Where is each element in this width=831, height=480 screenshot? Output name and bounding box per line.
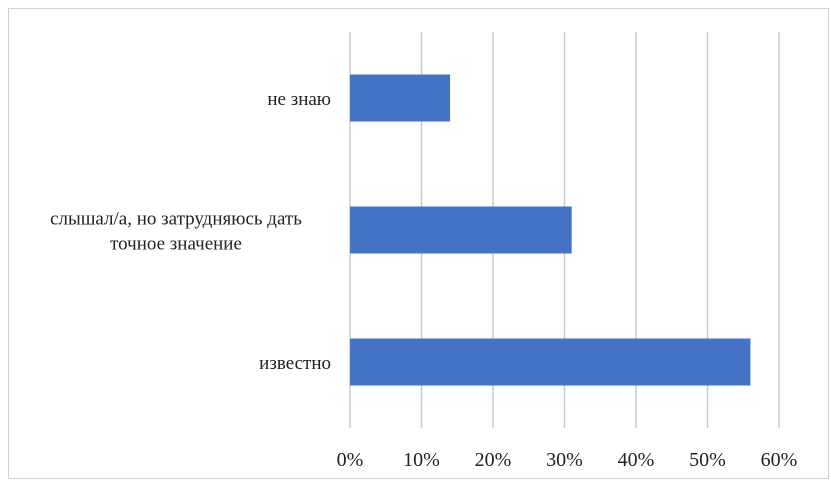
- bar: [350, 74, 451, 122]
- x-tick-label: 50%: [689, 449, 726, 471]
- category-label: не знаю: [267, 89, 331, 110]
- category-label: слышал/а, но затрудняюсь дать точное знач…: [50, 209, 302, 255]
- category-label-line: известно: [259, 353, 331, 374]
- x-tick-labels: 0% 10% 20% 30% 40% 50% 60%: [337, 449, 798, 471]
- x-tick-label: 40%: [618, 449, 655, 471]
- bar: [350, 206, 572, 254]
- x-tick-label: 20%: [475, 449, 512, 471]
- bars: [350, 74, 751, 386]
- x-tick-label: 0%: [337, 449, 364, 471]
- x-tick-label: 10%: [403, 449, 440, 471]
- category-label-line: слышал/а, но затрудняюсь дать: [50, 209, 302, 230]
- category-label-line: не знаю: [267, 89, 331, 110]
- category-label-line: точное значение: [110, 234, 242, 255]
- x-tick-label: 60%: [761, 449, 798, 471]
- x-tick-label: 30%: [546, 449, 583, 471]
- bar: [350, 338, 751, 386]
- category-labels: не знаю слышал/а, но затрудняюсь дать точн…: [50, 89, 331, 374]
- category-label: известно: [259, 353, 331, 374]
